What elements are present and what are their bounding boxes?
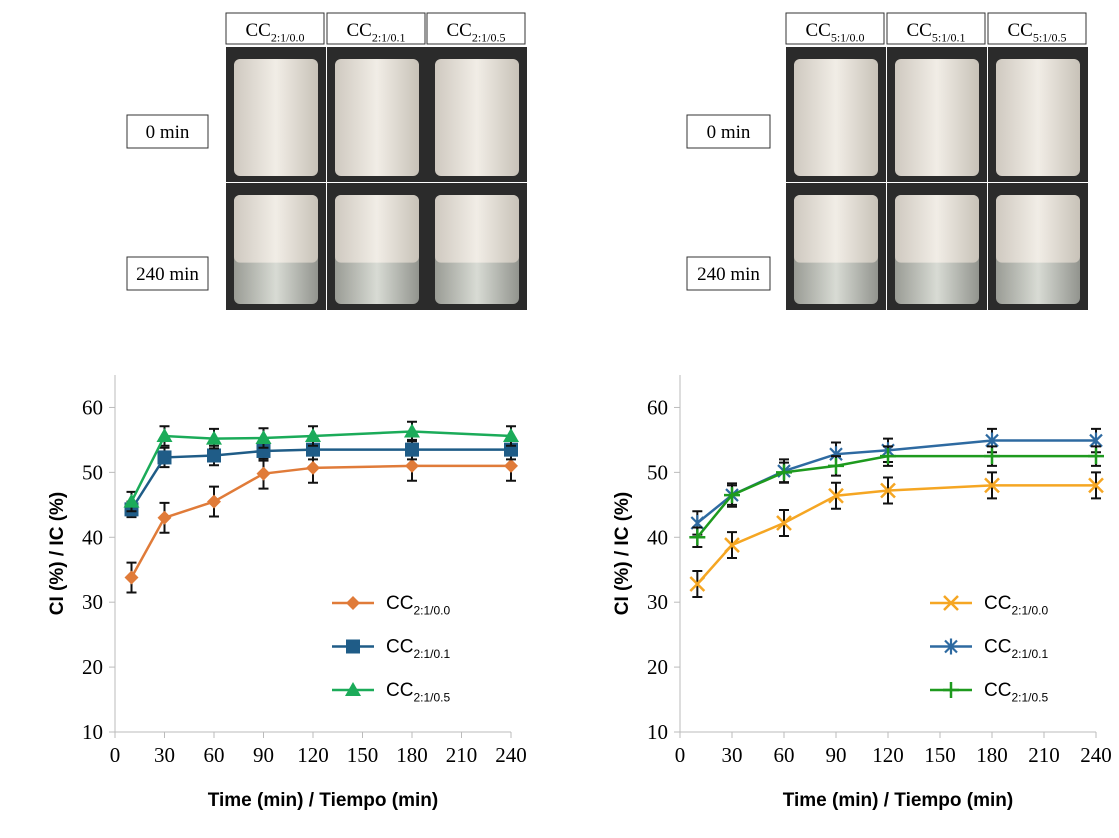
y-tick-label: 10 <box>82 720 103 744</box>
marker <box>1088 448 1104 464</box>
beaker <box>335 59 419 176</box>
x-tick-label: 30 <box>154 743 175 767</box>
series-line <box>697 485 1096 584</box>
legend-marker <box>346 640 360 654</box>
y-tick-label: 20 <box>82 655 103 679</box>
legend-label: CC2:1/0.1 <box>386 637 450 661</box>
y-tick-label: 20 <box>647 655 668 679</box>
row-label: 240 min <box>136 264 199 285</box>
y-axis-title: CI (%) / IC (%) <box>47 492 68 616</box>
x-axis-title: Time (min) / Tiempo (min) <box>783 790 1013 811</box>
x-tick-label: 210 <box>446 743 478 767</box>
legend-label: CC2:1/0.5 <box>386 680 450 704</box>
sediment <box>335 195 419 263</box>
x-tick-label: 240 <box>495 743 527 767</box>
y-tick-label: 60 <box>647 395 668 419</box>
legend-marker <box>943 682 959 698</box>
y-tick-label: 60 <box>82 395 103 419</box>
sediment <box>234 195 318 263</box>
beaker <box>435 59 519 176</box>
marker <box>125 571 139 585</box>
x-axis-title: Time (min) / Tiempo (min) <box>208 790 438 811</box>
marker <box>257 467 271 481</box>
y-tick-label: 40 <box>647 525 668 549</box>
marker <box>404 423 420 437</box>
marker <box>405 443 419 457</box>
y-tick-label: 50 <box>82 460 103 484</box>
marker <box>405 459 419 473</box>
row-label: 0 min <box>146 122 190 143</box>
y-tick-label: 30 <box>82 590 103 614</box>
plot: 10 20 30 40 50 60 0 30 60 90 120 150 180 210 240 CI (%)… <box>612 375 1112 811</box>
x-tick-label: 0 <box>675 743 686 767</box>
x-tick-label: 120 <box>297 743 329 767</box>
y-tick-label: 30 <box>647 590 668 614</box>
row-label: 0 min <box>707 122 751 143</box>
x-tick-label: 90 <box>826 743 847 767</box>
y-tick-label: 40 <box>82 525 103 549</box>
figure: CC2:1/0.0 CC2:1/0.1 CC2:1/0.5 0 min 240 min C… <box>0 0 1119 838</box>
series-line <box>132 450 512 510</box>
x-tick-label: 210 <box>1028 743 1060 767</box>
legend-label: CC2:1/0.5 <box>984 680 1048 704</box>
x-tick-label: 240 <box>1080 743 1112 767</box>
beaker <box>234 59 318 176</box>
x-tick-label: 60 <box>774 743 795 767</box>
series-line <box>697 441 1096 523</box>
x-tick-label: 150 <box>347 743 379 767</box>
legend-label: CC2:1/0.1 <box>984 637 1048 661</box>
x-tick-label: 60 <box>204 743 225 767</box>
sediment <box>794 195 878 263</box>
legend-label: CC2:1/0.0 <box>386 593 450 617</box>
series-line <box>697 456 1096 537</box>
x-tick-label: 30 <box>722 743 743 767</box>
marker <box>207 448 221 462</box>
beaker <box>794 59 878 176</box>
x-tick-label: 120 <box>872 743 904 767</box>
legend-label: CC2:1/0.0 <box>984 593 1048 617</box>
y-tick-label: 10 <box>647 720 668 744</box>
x-tick-label: 0 <box>110 743 121 767</box>
beaker <box>895 59 979 176</box>
marker <box>207 495 221 509</box>
sediment <box>435 195 519 263</box>
row-label: 240 min <box>697 264 760 285</box>
x-tick-label: 150 <box>924 743 956 767</box>
marker <box>158 511 172 525</box>
beaker <box>996 59 1080 176</box>
x-tick-label: 180 <box>976 743 1008 767</box>
plot: 10 20 30 40 50 60 0 30 60 90 120 150 180 210 240 CI (%)… <box>47 375 527 811</box>
marker <box>306 461 320 475</box>
marker <box>158 450 172 464</box>
y-tick-label: 50 <box>647 460 668 484</box>
marker <box>157 428 173 442</box>
series-line <box>132 466 512 578</box>
x-tick-label: 180 <box>396 743 428 767</box>
x-tick-label: 90 <box>253 743 274 767</box>
sediment <box>895 195 979 263</box>
y-axis-title: CI (%) / IC (%) <box>612 492 633 616</box>
sediment <box>996 195 1080 263</box>
legend-marker <box>346 596 360 610</box>
marker <box>504 459 518 473</box>
marker <box>984 448 1000 464</box>
